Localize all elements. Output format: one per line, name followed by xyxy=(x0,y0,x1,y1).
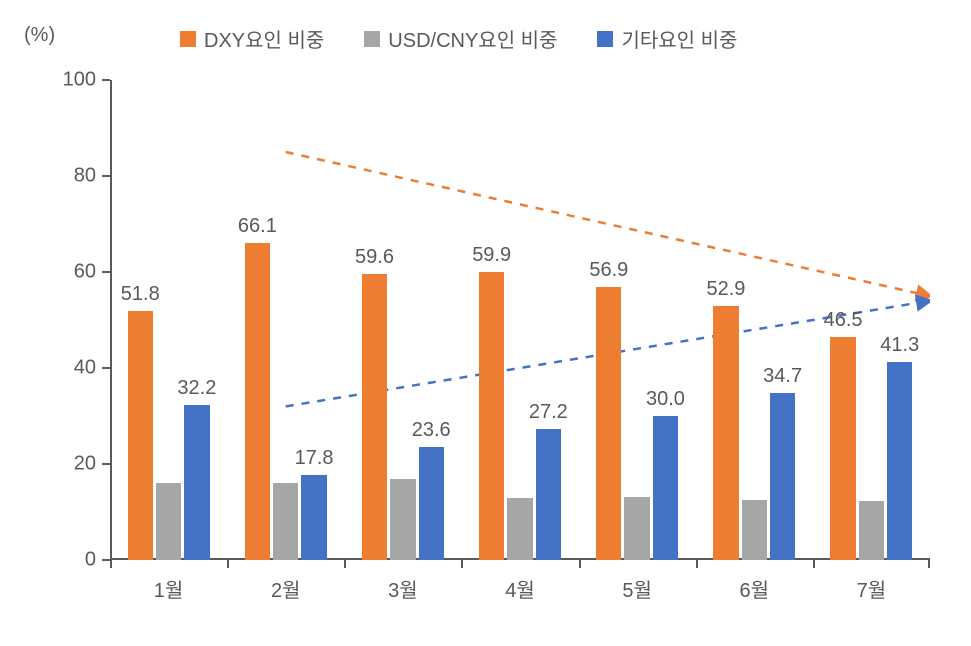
bar xyxy=(301,475,326,560)
x-tick-label: 5월 xyxy=(622,560,652,603)
bar xyxy=(713,306,738,560)
data-label: 32.2 xyxy=(177,377,216,400)
data-label: 66.1 xyxy=(238,215,277,238)
x-tick-mark xyxy=(928,560,930,568)
bar xyxy=(362,274,387,560)
bar xyxy=(273,483,298,560)
legend-label: DXY요인 비중 xyxy=(204,24,324,53)
bar xyxy=(653,416,678,560)
bar xyxy=(830,337,855,560)
x-tick-label: 6월 xyxy=(740,560,770,603)
x-tick-mark xyxy=(110,560,112,568)
x-tick-mark xyxy=(813,560,815,568)
x-tick-label: 7월 xyxy=(857,560,887,603)
trend-lines-layer xyxy=(110,80,930,560)
bar xyxy=(624,497,649,560)
legend-swatch xyxy=(180,31,196,47)
legend-label: USD/CNY요인 비중 xyxy=(388,24,557,53)
x-tick-label: 4월 xyxy=(505,560,535,603)
x-tick-mark xyxy=(461,560,463,568)
bar xyxy=(390,479,415,560)
y-tick-mark xyxy=(102,175,110,177)
x-tick-label: 3월 xyxy=(388,560,418,603)
data-label: 30.0 xyxy=(646,388,685,411)
bar xyxy=(596,287,621,560)
plot-area: 0204060801001월51.832.22월66.117.83월59.623… xyxy=(110,80,930,560)
bar xyxy=(156,483,181,560)
bar xyxy=(770,393,795,560)
x-tick-mark xyxy=(344,560,346,568)
data-label: 56.9 xyxy=(589,259,628,282)
y-axis-line xyxy=(110,80,112,560)
legend-label: 기타요인 비중 xyxy=(621,24,737,53)
data-label: 27.2 xyxy=(529,401,568,424)
chart-container: (%) DXY요인 비중 USD/CNY요인 비중 기타요인 비중 020406… xyxy=(0,0,971,646)
legend-item-usdcny: USD/CNY요인 비중 xyxy=(364,24,557,53)
y-tick-mark xyxy=(102,271,110,273)
bar xyxy=(479,272,504,560)
legend-item-other: 기타요인 비중 xyxy=(597,24,737,53)
data-label: 23.6 xyxy=(412,419,451,442)
x-tick-label: 2월 xyxy=(271,560,301,603)
bar xyxy=(887,362,912,560)
bar xyxy=(859,501,884,560)
bar xyxy=(245,243,270,560)
data-label: 59.6 xyxy=(355,246,394,269)
bar xyxy=(128,311,153,560)
data-label: 52.9 xyxy=(706,278,745,301)
x-tick-label: 1월 xyxy=(154,560,184,603)
x-tick-mark xyxy=(579,560,581,568)
y-axis-unit-label: (%) xyxy=(24,24,55,47)
bar xyxy=(742,500,767,560)
y-tick-mark xyxy=(102,463,110,465)
data-label: 46.5 xyxy=(824,309,863,332)
x-tick-mark xyxy=(227,560,229,568)
y-tick-mark xyxy=(102,559,110,561)
y-tick-mark xyxy=(102,79,110,81)
legend: DXY요인 비중 USD/CNY요인 비중 기타요인 비중 xyxy=(180,24,911,53)
data-label: 51.8 xyxy=(121,283,160,306)
data-label: 59.9 xyxy=(472,244,511,267)
data-label: 41.3 xyxy=(880,334,919,357)
legend-item-dxy: DXY요인 비중 xyxy=(180,24,324,53)
legend-swatch xyxy=(597,31,613,47)
data-label: 17.8 xyxy=(295,447,334,470)
data-label: 34.7 xyxy=(763,365,802,388)
bar xyxy=(184,405,209,560)
bar xyxy=(536,429,561,560)
bar xyxy=(419,447,444,560)
bar xyxy=(507,498,532,560)
x-tick-mark xyxy=(696,560,698,568)
y-tick-mark xyxy=(102,367,110,369)
legend-swatch xyxy=(364,31,380,47)
